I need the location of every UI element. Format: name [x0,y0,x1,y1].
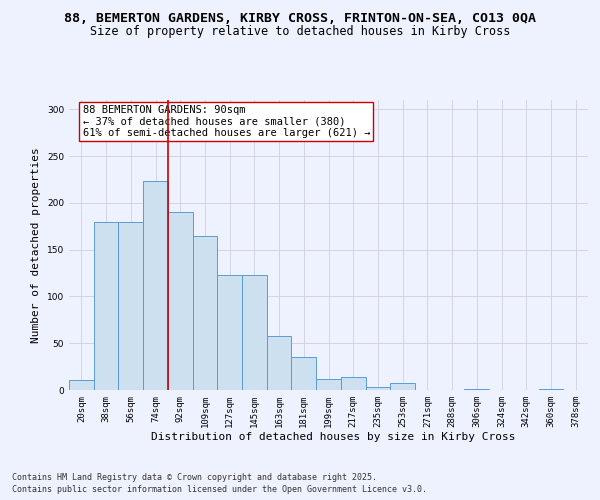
Text: Contains HM Land Registry data © Crown copyright and database right 2025.: Contains HM Land Registry data © Crown c… [12,472,377,482]
Bar [267,336,292,390]
Bar [217,275,242,390]
Bar [539,389,563,390]
Bar [316,379,341,390]
Bar [69,380,94,390]
Bar [143,182,168,390]
Bar [94,222,118,390]
Text: 88 BEMERTON GARDENS: 90sqm
← 37% of detached houses are smaller (380)
61% of sem: 88 BEMERTON GARDENS: 90sqm ← 37% of deta… [83,104,370,138]
Bar [390,384,415,390]
Bar [168,212,193,390]
Text: Size of property relative to detached houses in Kirby Cross: Size of property relative to detached ho… [90,25,510,38]
Bar [292,358,316,390]
Bar [242,275,267,390]
Bar [341,377,365,390]
Y-axis label: Number of detached properties: Number of detached properties [31,147,41,343]
Text: Distribution of detached houses by size in Kirby Cross: Distribution of detached houses by size … [151,432,515,442]
Text: 88, BEMERTON GARDENS, KIRBY CROSS, FRINTON-ON-SEA, CO13 0QA: 88, BEMERTON GARDENS, KIRBY CROSS, FRINT… [64,12,536,26]
Bar [365,387,390,390]
Text: Contains public sector information licensed under the Open Government Licence v3: Contains public sector information licen… [12,485,427,494]
Bar [464,389,489,390]
Bar [193,236,217,390]
Bar [118,222,143,390]
